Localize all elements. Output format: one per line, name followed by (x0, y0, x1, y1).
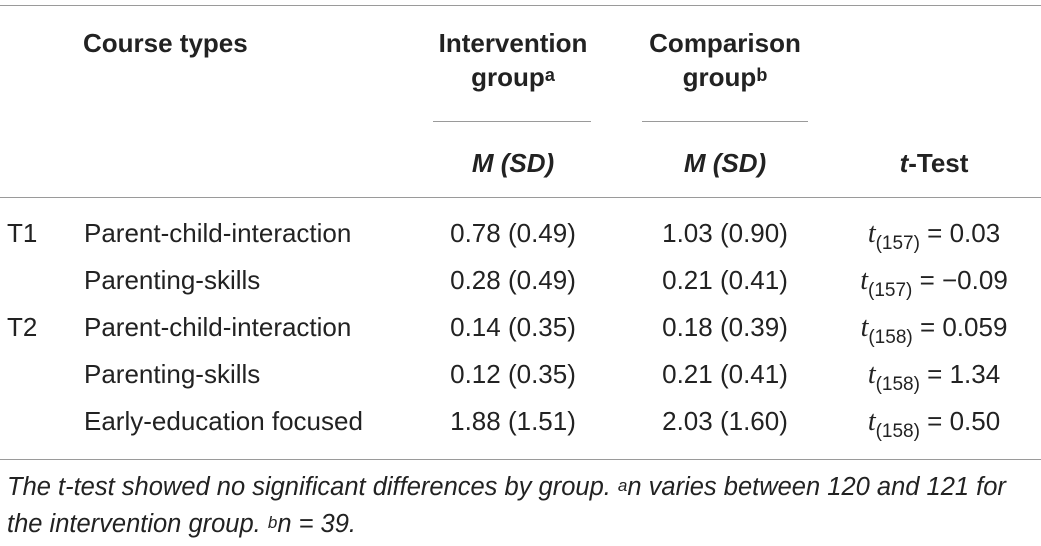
row-intervention: 1.88 (1.51) (450, 406, 576, 436)
row-ttest: t(157) = −0.09 (860, 265, 1008, 301)
row-ttest: t(158) = 1.34 (867, 359, 1001, 395)
header-comparison-group: Comparison groupb (632, 26, 818, 94)
header-intervention-line1: Intervention (438, 28, 588, 58)
header-comparison-sup: b (756, 65, 768, 85)
footnote-sup-a: a (617, 476, 628, 495)
row-course: Parent-child-interaction (84, 312, 352, 342)
table-footnote: The t-test showed no significant differe… (7, 469, 1037, 543)
table-bottom-rule (0, 459, 1041, 460)
header-bottom-rule (0, 197, 1041, 198)
footnote-text-3: n = 39. (277, 510, 357, 538)
header-ttest: t-Test (838, 146, 1030, 180)
row-course: Parent-child-interaction (84, 218, 352, 248)
header-comparison-line2: groupb (682, 62, 768, 92)
footnote-text-1: The t-test showed no significant differe… (7, 473, 618, 501)
row-course: Parenting-skills (84, 359, 261, 389)
row-ttest-value: = −0.09 (912, 265, 1008, 295)
footnote-text-2: n varies between 120 and 121 for the int… (7, 473, 1006, 538)
header-intervention-group: Intervention groupa (423, 26, 603, 94)
row-ttest-df: (158) (868, 327, 913, 348)
row-ttest-value: = 0.059 (912, 312, 1008, 342)
row-ttest-value: = 0.50 (919, 406, 1001, 436)
row-ttest: t(158) = 0.059 (860, 312, 1008, 348)
row-intervention: 0.14 (0.35) (450, 312, 576, 342)
header-msd-intervention: M (SD) (471, 148, 555, 178)
footnote-sup-b: b (267, 513, 278, 532)
header-ttest-rest: -Test (908, 148, 969, 178)
row-time: T1 (7, 218, 38, 248)
header-course-types: Course types (83, 28, 248, 58)
row-course: Parenting-skills (84, 265, 261, 295)
header-intervention-line2: groupa (471, 62, 555, 92)
row-comparison: 2.03 (1.60) (662, 406, 788, 436)
row-ttest-df: (157) (868, 280, 913, 301)
row-comparison: 0.21 (0.41) (662, 359, 788, 389)
row-time: T2 (7, 312, 38, 342)
table-top-rule (0, 5, 1041, 6)
row-intervention: 0.28 (0.49) (450, 265, 576, 295)
header-msd-comparison: M (SD) (683, 148, 767, 178)
row-ttest: t(157) = 0.03 (867, 218, 1001, 254)
intervention-subheader-rule (433, 121, 591, 122)
row-comparison: 0.18 (0.39) (662, 312, 788, 342)
row-ttest-df: (158) (875, 374, 920, 395)
row-comparison: 0.21 (0.41) (662, 265, 788, 295)
row-course: Early-education focused (84, 406, 363, 436)
row-intervention: 0.78 (0.49) (450, 218, 576, 248)
row-ttest-value: = 1.34 (919, 359, 1001, 389)
row-ttest-value: = 0.03 (919, 218, 1001, 248)
row-ttest-df: (158) (875, 421, 920, 442)
row-ttest: t(158) = 0.50 (867, 406, 1001, 442)
header-intervention-sup: a (544, 65, 555, 85)
header-ttest-italic: t (899, 148, 909, 178)
row-ttest-df: (157) (875, 233, 920, 254)
row-comparison: 1.03 (0.90) (662, 218, 788, 248)
row-intervention: 0.12 (0.35) (450, 359, 576, 389)
header-comparison-line1: Comparison (649, 28, 801, 58)
comparison-subheader-rule (642, 121, 808, 122)
